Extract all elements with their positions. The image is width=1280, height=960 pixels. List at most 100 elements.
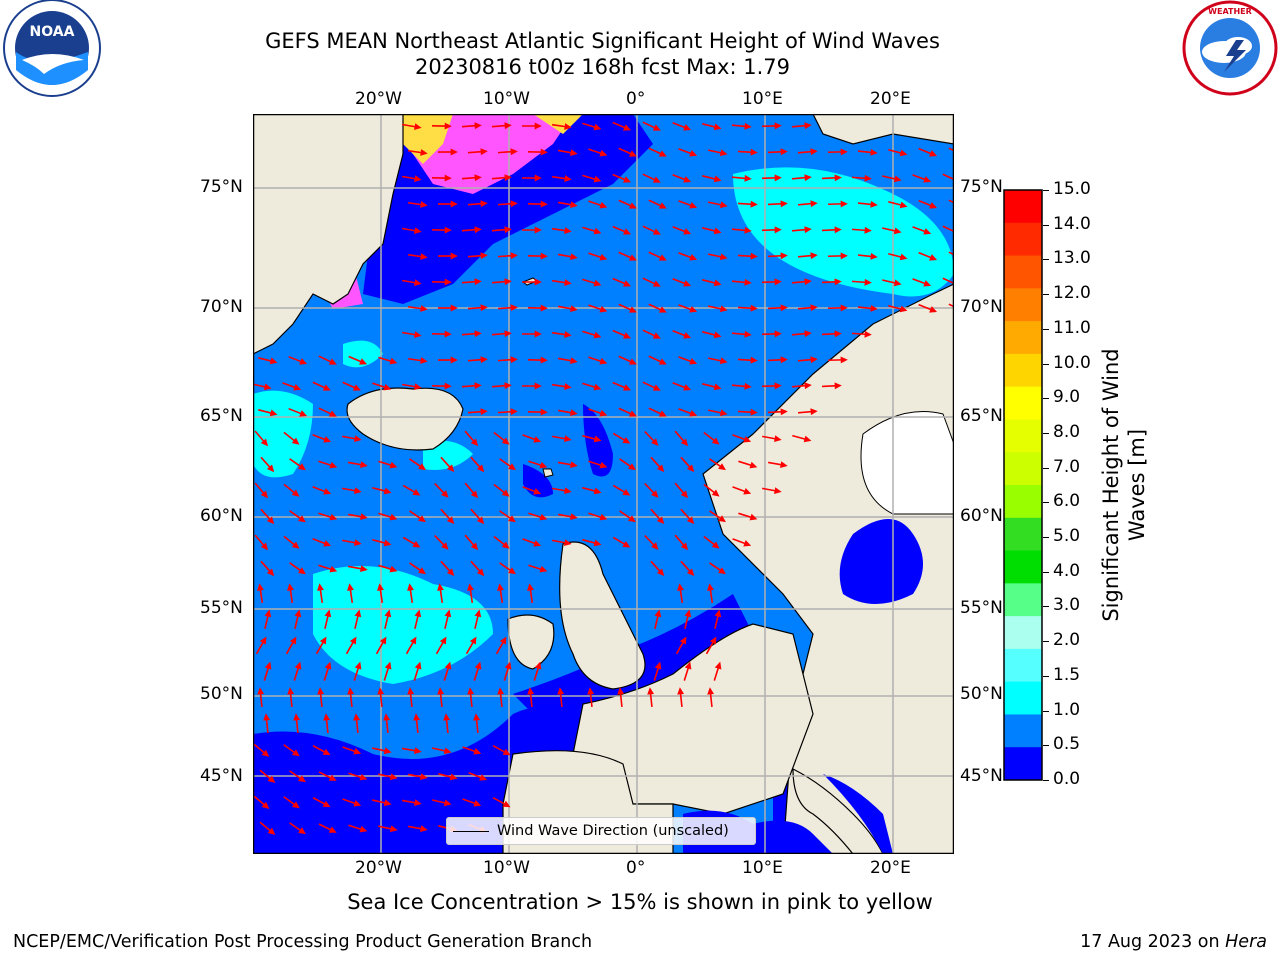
wind-wave-arrowhead [651,490,659,498]
wind-wave-arrowhead [719,305,728,313]
wind-wave-arrowhead [870,148,878,156]
wind-wave-arrowhead [480,356,488,364]
wind-wave-arrowhead [470,438,479,447]
wind-wave-arrowhead [684,609,692,618]
colorbar-tick-label: 5.0 [1053,526,1081,547]
wind-wave-arrowhead [719,149,728,157]
wind-wave-arrowhead [289,636,297,645]
wind-wave-arrowhead [353,713,361,721]
wind-wave-arrowhead [652,124,661,131]
wind-wave-arrowhead [622,436,631,444]
wind-wave-arrowhead [628,254,637,261]
wind-wave-arrowhead [599,305,608,313]
colorbar-segment [1004,288,1042,322]
wind-wave-arrowhead [840,356,848,364]
wind-wave-arrowhead [540,200,548,208]
wind-wave-arrowhead [264,661,272,670]
wind-wave-arrowhead [383,383,392,391]
colorbar-tick [1043,675,1049,677]
wind-wave-arrowhead [810,304,818,312]
wind-wave-arrowhead [476,516,485,525]
wind-wave-arrowhead [540,356,548,364]
wind-wave-arrowhead [328,774,337,781]
wind-wave-arrowhead [870,200,878,208]
wind-wave-arrowhead [420,825,428,833]
wind-wave-arrowhead [266,516,275,525]
wind-wave-arrowhead [599,409,608,417]
colorbar-tick [1043,710,1049,712]
wind-wave-arrowhead [264,609,272,618]
wind-wave-arrowhead [750,200,758,208]
wind-wave-arrowhead [353,799,362,807]
lon-label-bottom: 10°E [742,858,783,878]
wind-wave-arrowhead [534,330,542,338]
wind-wave-arrowhead [510,304,518,312]
wind-wave-arrowhead [450,356,458,364]
wind-wave-arrowhead [504,226,512,234]
wind-wave-arrowhead [329,461,338,469]
wind-wave-arrowhead [683,280,692,287]
gulf-of-bothnia [860,411,954,515]
colorbar-tick-label: 6.0 [1053,491,1081,512]
wind-wave-arrowhead [658,306,667,313]
colorbar-tick-label: 12.0 [1053,283,1091,304]
wind-wave-arrowhead [564,123,572,130]
wind-wave-arrowhead [929,306,938,313]
wind-wave-arrowhead [780,148,788,156]
wind-wave-arrowhead [474,382,482,390]
nws-logo: WEATHER [1182,0,1278,96]
wind-wave-arrowhead [718,463,726,471]
wind-wave-arrowhead [749,461,758,469]
land-faroe [542,468,554,478]
colorbar-segment [1004,255,1042,289]
wind-wave-arrowhead [291,801,300,809]
lon-label-bottom: 10°W [483,858,530,878]
wind-wave-arrowhead [480,200,488,208]
wind-wave-arrowhead [834,278,842,286]
wind-wave-arrowhead [354,539,362,547]
wind-wave-arrowhead [628,463,636,471]
land-greenland [253,114,404,355]
wind-wave-arrowhead [593,435,602,443]
wind-wave-arrowhead [804,174,812,182]
wind-wave-arrowhead [593,123,602,131]
wind-wave-arrowhead [383,747,392,755]
wind-wave-arrowhead [711,489,720,497]
wind-wave-arrowhead [689,358,698,365]
wind-wave-arrowhead [840,200,848,208]
wind-wave-arrowhead [651,438,659,446]
colorbar-tick [1043,502,1049,504]
wind-wave-arrowhead [750,148,758,156]
colorbar-tick [1043,398,1049,400]
wind-wave-arrowhead [263,383,272,391]
wind-wave-arrowhead [257,583,264,591]
wind-wave-arrowhead [444,661,452,670]
lat-label-left: 45°N [200,766,243,786]
wind-wave-arrowhead [713,383,722,391]
wind-wave-arrowhead [533,540,542,547]
colorbar-border [1003,189,1043,781]
wind-wave-arrowhead [269,409,278,417]
wind-wave-arrowhead [501,437,510,445]
colorbar-tick-label: 7.0 [1053,456,1081,477]
wind-wave-arrowhead [929,202,938,209]
lat-label-right: 75°N [960,177,1003,197]
wind-wave-arrowhead [266,464,275,473]
wind-wave-arrowhead [628,150,637,157]
wind-wave-arrowhead [299,410,308,417]
wind-wave-arrowhead [418,567,426,575]
wind-wave-arrow [942,225,954,233]
wind-wave-arrowhead [683,332,692,339]
wind-wave-arrowhead [443,713,451,721]
wind-wave-arrowhead [719,357,728,365]
wind-wave-arrowhead [469,636,477,645]
wind-wave-arrowhead [497,687,505,695]
wind-wave-arrowhead [534,174,542,182]
wind-wave-arrowhead [899,149,908,157]
chart-title: GEFS MEAN Northeast Atlantic Significant… [265,29,940,53]
land-italy [792,768,884,854]
wind-wave-arrowhead [474,330,482,338]
wind-wave-arrowhead [354,435,362,443]
wind-wave-arrowhead [444,174,452,182]
wind-wave-arrowhead [414,123,422,131]
